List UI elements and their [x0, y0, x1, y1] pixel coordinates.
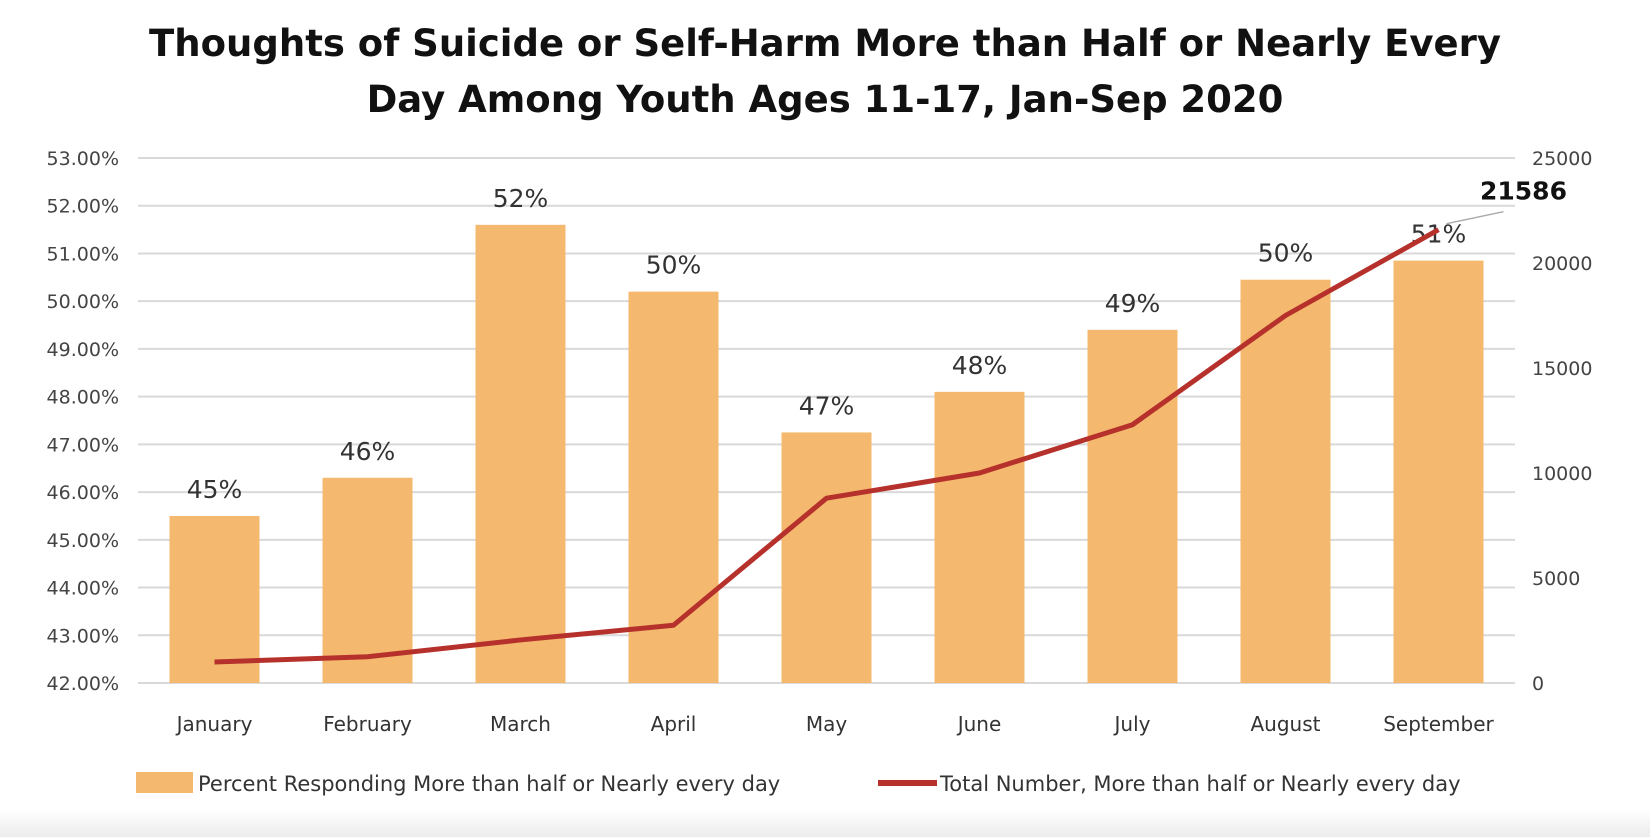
x-tick-label: January [175, 712, 253, 736]
bar-data-label: 52% [493, 184, 549, 213]
left-tick-label: 42.00% [47, 673, 119, 695]
bar [1240, 279, 1331, 683]
left-tick-label: 43.00% [47, 625, 119, 647]
right-tick-label: 25000 [1532, 148, 1592, 170]
right-tick-label: 5000 [1532, 568, 1580, 590]
left-tick-label: 53.00% [47, 148, 119, 170]
x-tick-label: April [651, 712, 697, 736]
legend-bar-swatch [136, 772, 193, 793]
right-tick-label: 15000 [1532, 358, 1592, 380]
legend-bar-label: Percent Responding More than half or Nea… [198, 772, 780, 796]
x-tick-label: August [1251, 712, 1321, 736]
right-tick-label: 0 [1532, 673, 1544, 695]
bar-data-label: 50% [1258, 239, 1314, 268]
x-tick-label: February [323, 712, 412, 736]
left-tick-label: 45.00% [47, 530, 119, 552]
right-tick-label: 10000 [1532, 463, 1592, 485]
bar [169, 515, 260, 683]
bar-data-label: 47% [799, 391, 855, 420]
bar-data-label: 46% [340, 437, 396, 466]
bar-data-label: 45% [187, 475, 243, 504]
x-tick-label: June [956, 712, 1002, 736]
right-tick-label: 20000 [1532, 253, 1592, 275]
bar [934, 391, 1025, 683]
chart-title-line-1: Thoughts of Suicide or Self-Harm More th… [149, 22, 1501, 65]
chart-title-line-2: Day Among Youth Ages 11-17, Jan-Sep 2020 [366, 78, 1284, 121]
bar [1087, 329, 1178, 683]
line-end-label: 21586 [1480, 177, 1567, 206]
bar [1393, 260, 1484, 683]
x-tick-label: September [1383, 712, 1494, 736]
left-tick-label: 49.00% [47, 339, 119, 361]
left-tick-label: 46.00% [47, 482, 119, 504]
left-tick-label: 47.00% [47, 434, 119, 456]
bar-data-label: 48% [952, 351, 1008, 380]
bar [628, 291, 719, 683]
bar [781, 432, 872, 683]
left-tick-label: 51.00% [47, 243, 119, 265]
bar [475, 224, 566, 683]
bar-data-label: 51% [1411, 220, 1467, 249]
x-tick-label: May [806, 712, 848, 736]
bar-data-label: 50% [646, 251, 702, 280]
left-tick-label: 44.00% [47, 578, 119, 600]
left-tick-label: 50.00% [47, 291, 119, 313]
legend-line-label: Total Number, More than half or Nearly e… [939, 772, 1461, 796]
left-tick-label: 52.00% [47, 196, 119, 218]
x-tick-label: July [1113, 712, 1151, 736]
label-leader-line [1446, 210, 1504, 225]
left-tick-label: 48.00% [47, 387, 119, 409]
bottom-band [0, 810, 1650, 837]
bar [322, 477, 413, 683]
bar-data-label: 49% [1105, 289, 1161, 318]
x-tick-label: March [490, 712, 551, 736]
